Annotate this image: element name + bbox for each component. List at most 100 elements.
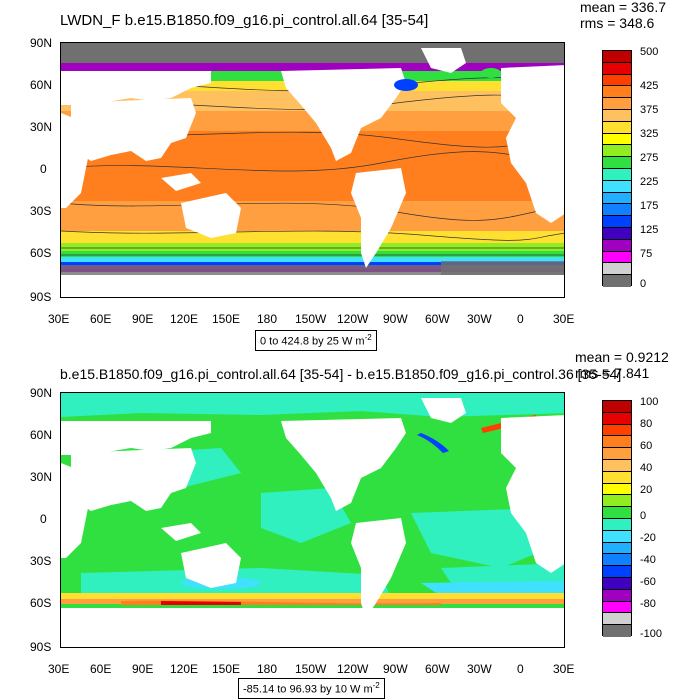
colorbar-swatch: [603, 74, 631, 87]
colorbar-label: -60: [640, 576, 656, 588]
top-lon-label: 120E: [170, 312, 199, 326]
top-lon-label: 120W: [337, 312, 369, 326]
bottom-lon-label: 90W: [383, 662, 408, 676]
top-range-box: 0 to 424.8 by 25 W m-2: [255, 330, 377, 351]
bottom-lat-label: 90N: [30, 386, 53, 400]
colorbar-label: 0: [640, 278, 647, 290]
colorbar-swatch: [603, 448, 631, 460]
colorbar-label: 275: [640, 152, 659, 164]
bottom-range-text: -85.14 to 96.93 by 10 W m: [243, 683, 373, 696]
colorbar-swatch: [603, 483, 631, 496]
bottom-lon-label: 60W: [425, 662, 450, 676]
top-lon-label: 30E: [48, 312, 70, 326]
colorbar-swatch: [603, 204, 631, 217]
colorbar-swatch: [603, 157, 631, 169]
colorbar-swatch: [603, 251, 631, 264]
top-lon-label: 30W: [467, 312, 492, 326]
top-lon-label: 0: [517, 312, 524, 326]
bottom-map-title: b.e15.B1850.f09_g16.pi_control.all.64 [3…: [60, 366, 622, 382]
colorbar-label: 100: [640, 396, 659, 408]
bottom-colorbar: [602, 400, 632, 637]
colorbar-swatch: [603, 227, 631, 240]
top-lon-label: 60W: [425, 312, 450, 326]
colorbar-label: 75: [640, 248, 653, 260]
colorbar-label: 375: [640, 104, 659, 116]
top-lon-label: 150W: [295, 312, 327, 326]
colorbar-label: 20: [640, 484, 653, 496]
colorbar-label: 0: [640, 510, 647, 522]
bottom-lon-label: 60E: [90, 662, 112, 676]
bottom-lon-label: 30E: [48, 662, 70, 676]
colorbar-swatch: [603, 601, 631, 614]
colorbar-swatch: [603, 145, 631, 158]
bottom-lon-label: 90E: [132, 662, 154, 676]
top-lat-label: 30N: [30, 120, 53, 134]
top-lat-label: 60N: [30, 78, 53, 92]
top-range-unit-exponent: -2: [364, 333, 372, 342]
colorbar-label: 325: [640, 128, 659, 140]
top-lat-label: 0: [40, 162, 47, 176]
colorbar-swatch: [603, 507, 631, 519]
bottom-lat-label: 0: [40, 512, 47, 526]
top-colorbar: [602, 50, 632, 287]
top-lat-label: 30S: [30, 204, 52, 218]
colorbar-swatch: [603, 577, 631, 590]
colorbar-swatch: [603, 109, 631, 122]
colorbar-swatch: [603, 263, 631, 276]
bottom-lon-label: 30E: [553, 662, 575, 676]
colorbar-swatch: [603, 133, 631, 146]
top-map-plot: [60, 42, 565, 298]
top-lat-label: 60S: [30, 246, 52, 260]
colorbar-swatch: [603, 518, 631, 531]
colorbar-swatch: [603, 168, 631, 181]
colorbar-swatch: [603, 62, 631, 75]
top-mean-stat: mean = 336.7: [580, 0, 667, 15]
bottom-lat-label: 90S: [30, 640, 52, 654]
top-range-text: 0 to 424.8 by 25 W m: [260, 335, 365, 348]
colorbar-label: 425: [640, 80, 659, 92]
colorbar-swatch: [603, 192, 631, 205]
colorbar-swatch: [603, 86, 631, 99]
colorbar-label: 40: [640, 462, 653, 474]
colorbar-swatch: [603, 542, 631, 555]
bottom-map-plot: [60, 392, 565, 648]
colorbar-swatch: [603, 566, 631, 578]
colorbar-swatch: [603, 180, 631, 193]
colorbar-label: -80: [640, 598, 656, 610]
top-lon-label: 90W: [383, 312, 408, 326]
colorbar-label: 125: [640, 224, 659, 236]
colorbar-swatch: [603, 51, 631, 63]
bottom-lat-label: 30S: [30, 554, 52, 568]
colorbar-label: 225: [640, 176, 659, 188]
bottom-lat-label: 30N: [30, 470, 53, 484]
colorbar-label: -20: [640, 532, 656, 544]
colorbar-swatch: [603, 121, 631, 134]
bottom-lon-label: 150W: [295, 662, 327, 676]
colorbar-swatch: [603, 459, 631, 472]
top-lon-label: 90E: [132, 312, 154, 326]
colorbar-swatch: [603, 589, 631, 602]
bottom-lon-label: 30W: [467, 662, 492, 676]
bottom-lon-label: 120W: [337, 662, 369, 676]
colorbar-swatch: [603, 412, 631, 425]
bottom-lat-label: 60S: [30, 596, 52, 610]
top-lon-label: 180: [257, 312, 278, 326]
colorbar-swatch: [603, 98, 631, 110]
bottom-lon-label: 120E: [170, 662, 199, 676]
colorbar-swatch: [603, 613, 631, 626]
bottom-range-unit-exponent: -2: [372, 681, 380, 690]
bottom-lon-label: 180: [257, 662, 278, 676]
bottom-lon-label: 0: [517, 662, 524, 676]
bottom-mean-stat: mean = 0.9212: [575, 349, 669, 365]
colorbar-swatch: [603, 275, 631, 287]
colorbar-swatch: [603, 554, 631, 567]
top-lon-label: 30E: [553, 312, 575, 326]
top-lon-label: 150E: [212, 312, 241, 326]
colorbar-swatch: [603, 436, 631, 449]
colorbar-label: 80: [640, 418, 653, 430]
top-lat-label: 90N: [30, 36, 53, 50]
colorbar-swatch: [603, 401, 631, 413]
colorbar-swatch: [603, 216, 631, 228]
colorbar-label: -40: [640, 554, 656, 566]
bottom-lat-label: 60N: [30, 428, 53, 442]
